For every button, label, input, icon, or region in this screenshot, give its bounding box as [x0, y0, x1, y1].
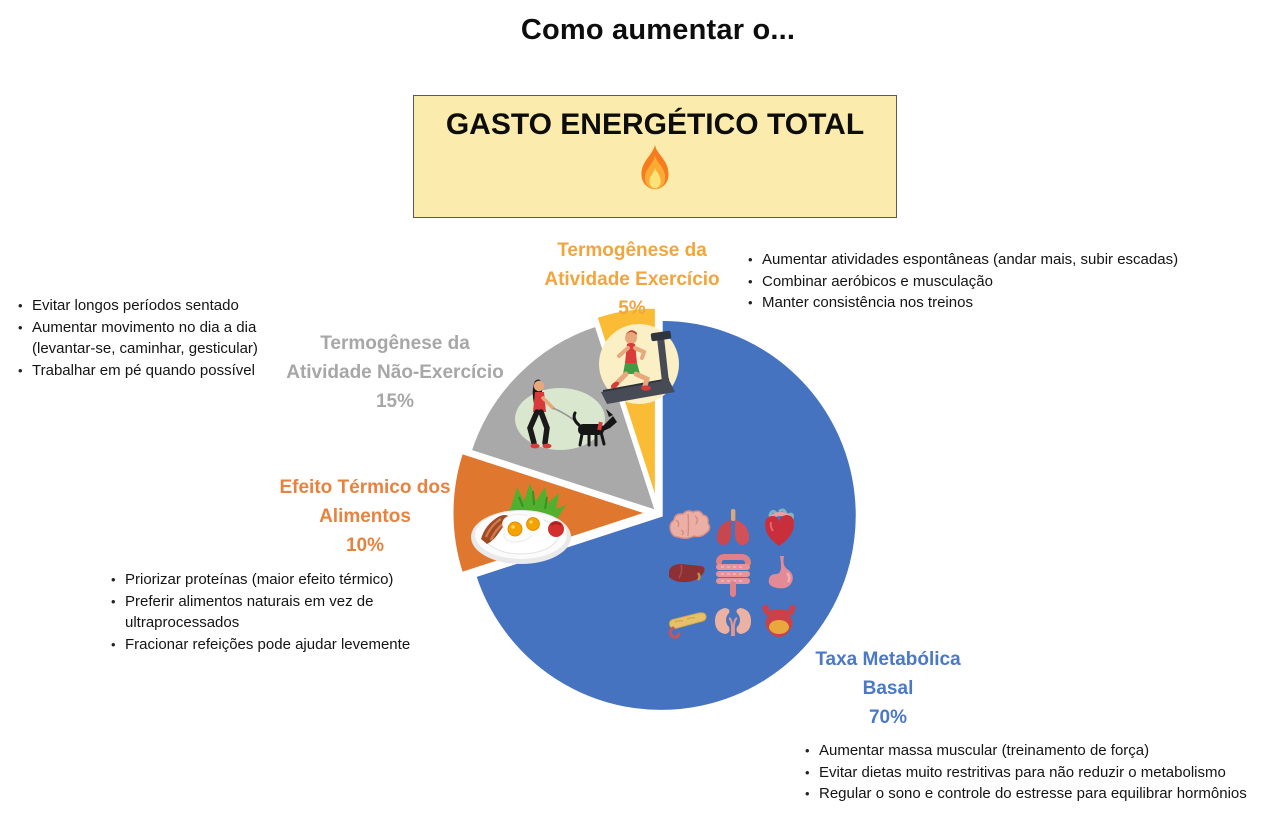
fire-icon: [414, 144, 896, 196]
total-energy-banner: GASTO ENERGÉTICO TOTAL: [413, 95, 897, 218]
brain-icon: [669, 510, 711, 539]
label-non-exercise-thermogenesis: Termogênese da Atividade Não-Exercício 1…: [265, 329, 525, 416]
tips-thermic-effect-food: Priorizar proteínas (maior efeito térmic…: [108, 569, 458, 655]
tips-exercise-thermogenesis: Aumentar atividades espontâneas (andar m…: [745, 249, 1225, 314]
label-line: Termogênese da: [320, 333, 470, 354]
list-item: Aumentar movimento no dia a dia (levanta…: [15, 317, 263, 360]
lungs-icon: [716, 509, 750, 545]
kidneys-icon: [715, 608, 751, 637]
label-line: Termogênese da: [557, 240, 707, 261]
intestines-icon: [716, 554, 751, 597]
list-item: Aumentar atividades espontâneas (andar m…: [745, 249, 1225, 271]
list-item: Preferir alimentos naturais em vez de ul…: [108, 591, 458, 634]
list-item: Evitar longos períodos sentado: [15, 295, 263, 317]
label-basal-metabolic-rate: Taxa Metabólica Basal 70%: [763, 645, 1013, 732]
treadmill-runner-illustration: [599, 324, 679, 404]
dog-walker-illustration: [515, 379, 617, 450]
label-line: Atividade Não-Exercício: [286, 362, 504, 383]
list-item: Fracionar refeições pode ajudar levement…: [108, 634, 458, 656]
list-item: Manter consistência nos treinos: [745, 292, 1225, 314]
organs-grid-illustration: [668, 508, 796, 639]
label-line: Taxa Metabólica: [815, 649, 961, 670]
pancreas-icon: [668, 612, 707, 639]
list-item: Evitar dietas muito restritivas para não…: [802, 762, 1272, 784]
label-exercise-thermogenesis: Termogênese da Atividade Exercício 5%: [492, 236, 772, 323]
page-title: Como aumentar o...: [520, 14, 796, 46]
stomach-icon: [768, 556, 793, 589]
label-line: Alimentos: [319, 506, 411, 527]
list-item: Priorizar proteínas (maior efeito térmic…: [108, 569, 458, 591]
label-thermic-effect-food: Efeito Térmico dos Alimentos 10%: [240, 473, 490, 560]
pct-value: 10%: [345, 535, 385, 556]
pie-slice-1: [472, 317, 859, 713]
pct-value: 70%: [868, 707, 908, 728]
list-item: Trabalhar em pé quando possível: [15, 360, 263, 382]
heart-icon: [765, 508, 794, 546]
pct-value: 5%: [618, 298, 646, 319]
list-item: Combinar aeróbicos e musculação: [745, 271, 1225, 293]
tips-non-exercise-thermogenesis: Evitar longos períodos sentadoAumentar m…: [15, 295, 263, 381]
label-line: Basal: [862, 678, 914, 699]
banner-title: GASTO ENERGÉTICO TOTAL: [445, 108, 865, 141]
bladder-icon: [762, 605, 796, 637]
list-item: Regular o sono e controle do estresse pa…: [802, 783, 1272, 805]
label-line: Atividade Exercício: [544, 269, 720, 290]
breakfast-plate-illustration: [471, 483, 571, 564]
tips-basal-metabolic-rate: Aumentar massa muscular (treinamento de …: [802, 740, 1272, 805]
liver-icon: [669, 564, 705, 583]
list-item: Aumentar massa muscular (treinamento de …: [802, 740, 1272, 762]
label-line: Efeito Térmico dos: [279, 477, 451, 498]
pct-value: 15%: [375, 391, 415, 412]
